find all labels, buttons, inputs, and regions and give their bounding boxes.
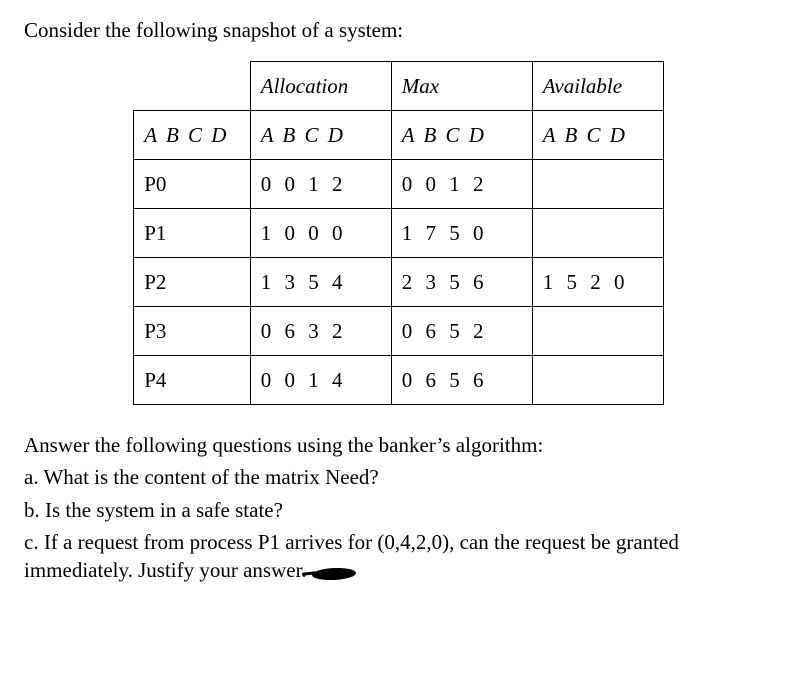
cell-alloc: 0 6 3 2 xyxy=(250,307,391,356)
cell-alloc: 0 0 1 4 xyxy=(250,356,391,405)
cell-max: 0 6 5 2 xyxy=(391,307,532,356)
table-row: P0 0 0 1 2 0 0 1 2 xyxy=(134,160,664,209)
prompt-text: Consider the following snapshot of a sys… xyxy=(24,18,773,43)
question-a: a. What is the content of the matrix Nee… xyxy=(24,463,773,491)
cell-avail: 1 5 2 0 xyxy=(532,258,663,307)
table-label-row: A B C D A B C D A B C D A B C D xyxy=(134,111,664,160)
cell-avail xyxy=(532,160,663,209)
cell-max: 1 7 5 0 xyxy=(391,209,532,258)
cell-avail xyxy=(532,356,663,405)
col-label-max: A B C D xyxy=(391,111,532,160)
cell-avail xyxy=(532,209,663,258)
table-row: P1 1 0 0 0 1 7 5 0 xyxy=(134,209,664,258)
question-b: b. Is the system in a safe state? xyxy=(24,496,773,524)
questions-intro: Answer the following questions using the… xyxy=(24,431,773,459)
table-header-row: Allocation Max Available xyxy=(134,62,664,111)
cell-alloc: 0 0 1 2 xyxy=(250,160,391,209)
header-available: Available xyxy=(532,62,663,111)
redaction-scribble-icon xyxy=(312,564,356,582)
table-row: P2 1 3 5 4 2 3 5 6 1 5 2 0 xyxy=(134,258,664,307)
cell-proc: P4 xyxy=(134,356,251,405)
questions-block: Answer the following questions using the… xyxy=(24,431,773,585)
system-snapshot-table: Allocation Max Available A B C D A B C D… xyxy=(133,61,664,405)
table-row: P4 0 0 1 4 0 6 5 6 xyxy=(134,356,664,405)
cell-max: 0 0 1 2 xyxy=(391,160,532,209)
cell-max: 2 3 5 6 xyxy=(391,258,532,307)
table-row: P3 0 6 3 2 0 6 5 2 xyxy=(134,307,664,356)
cell-proc: P1 xyxy=(134,209,251,258)
col-label-avail: A B C D xyxy=(532,111,663,160)
cell-alloc: 1 0 0 0 xyxy=(250,209,391,258)
cell-proc: P2 xyxy=(134,258,251,307)
cell-alloc: 1 3 5 4 xyxy=(250,258,391,307)
cell-max: 0 6 5 6 xyxy=(391,356,532,405)
blank-cell xyxy=(134,62,251,111)
col-label-proc: A B C D xyxy=(134,111,251,160)
cell-avail xyxy=(532,307,663,356)
col-label-alloc: A B C D xyxy=(250,111,391,160)
question-c: c. If a request from process P1 arrives … xyxy=(24,528,773,585)
header-max: Max xyxy=(391,62,532,111)
cell-proc: P0 xyxy=(134,160,251,209)
header-allocation: Allocation xyxy=(250,62,391,111)
cell-proc: P3 xyxy=(134,307,251,356)
